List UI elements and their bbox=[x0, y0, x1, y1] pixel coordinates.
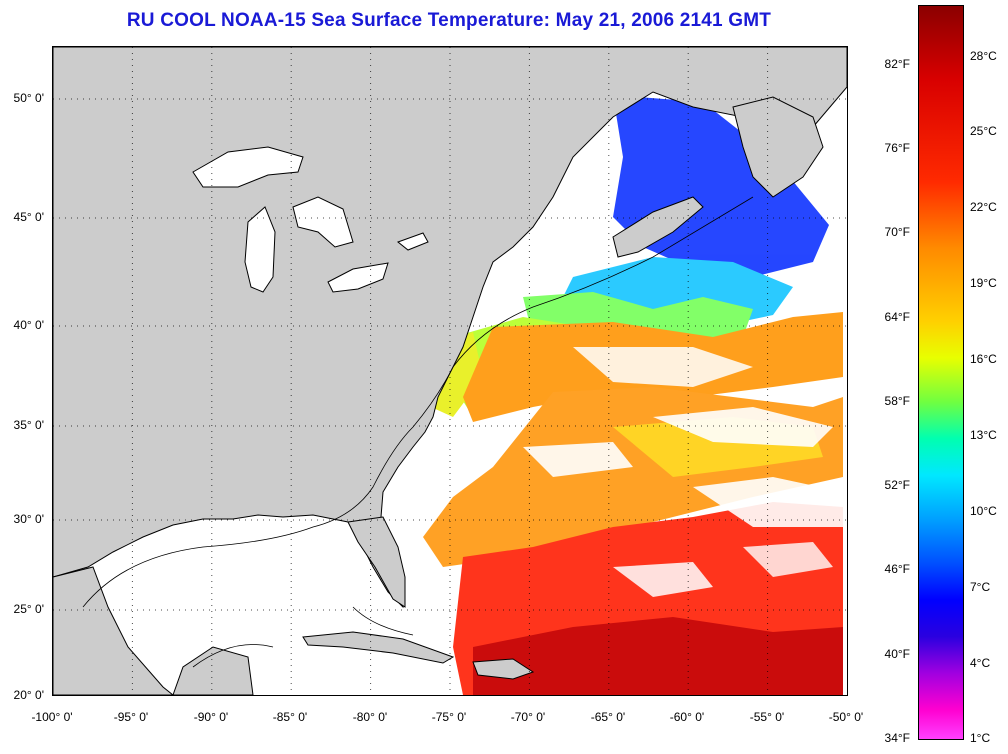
lat-label: 20° 0' bbox=[13, 688, 44, 702]
cloud-patches bbox=[523, 347, 843, 597]
colorbar-f-label: 70°F bbox=[884, 225, 910, 239]
land-cuba bbox=[302, 631, 455, 664]
lon-label: -100° 0' bbox=[31, 710, 73, 724]
land-florida bbox=[347, 516, 406, 608]
lon-label: -55° 0' bbox=[749, 710, 785, 724]
colorbar-c-label: 7°C bbox=[970, 580, 991, 594]
colorbar-f-label: 58°F bbox=[884, 394, 910, 408]
lon-label: -50° 0' bbox=[828, 710, 864, 724]
map-title: RU COOL NOAA-15 Sea Surface Temperature:… bbox=[126, 10, 772, 31]
graticule bbox=[53, 47, 847, 695]
lon-label: -65° 0' bbox=[590, 710, 626, 724]
colorbar-f-label: 52°F bbox=[884, 478, 910, 492]
lon-label: -75° 0' bbox=[431, 710, 467, 724]
sst-map bbox=[52, 46, 848, 696]
land-north-america bbox=[53, 47, 847, 609]
land-nova-scotia bbox=[612, 196, 704, 258]
colorbar-c-label: 25°C bbox=[970, 124, 997, 138]
colorbar-f-label: 46°F bbox=[884, 562, 910, 576]
colorbar-c-label: 4°C bbox=[970, 656, 991, 670]
lon-label: -60° 0' bbox=[669, 710, 705, 724]
colorbar-c-label: 16°C bbox=[970, 352, 997, 366]
lat-label: 45° 0' bbox=[13, 210, 44, 224]
colorbar-f-label: 40°F bbox=[884, 647, 910, 661]
land-yucatan bbox=[172, 646, 254, 695]
lat-label: 25° 0' bbox=[13, 602, 44, 616]
lat-label: 50° 0' bbox=[13, 91, 44, 105]
great-lakes bbox=[192, 146, 429, 293]
colorbar-f-label: 82°F bbox=[884, 57, 910, 71]
lon-label: -80° 0' bbox=[352, 710, 388, 724]
isobath-600ft bbox=[82, 196, 754, 668]
colorbar-c-label: 10°C bbox=[970, 504, 997, 518]
lon-label: -90° 0' bbox=[193, 710, 229, 724]
colorbar-c-label: 1°C bbox=[970, 731, 991, 745]
lon-label: -85° 0' bbox=[272, 710, 308, 724]
colorbar-c-label: 19°C bbox=[970, 276, 997, 290]
colorbar-c-label: 13°C bbox=[970, 428, 997, 442]
colorbar-f-label: 76°F bbox=[884, 141, 910, 155]
lat-label: 40° 0' bbox=[13, 318, 44, 332]
colorbar-f-label: 64°F bbox=[884, 310, 910, 324]
colorbar-f-label: 34°F bbox=[884, 731, 910, 745]
land-mexico bbox=[53, 566, 174, 695]
temperature-colorbar bbox=[918, 5, 964, 740]
land-hispaniola bbox=[472, 658, 535, 680]
lat-label: 35° 0' bbox=[13, 418, 44, 432]
colorbar-c-label: 22°C bbox=[970, 200, 997, 214]
lon-label: -95° 0' bbox=[113, 710, 149, 724]
land-newfoundland bbox=[732, 96, 824, 198]
lon-label: -70° 0' bbox=[510, 710, 546, 724]
colorbar-c-label: 28°C bbox=[970, 49, 997, 63]
lat-label: 30° 0' bbox=[13, 512, 44, 526]
